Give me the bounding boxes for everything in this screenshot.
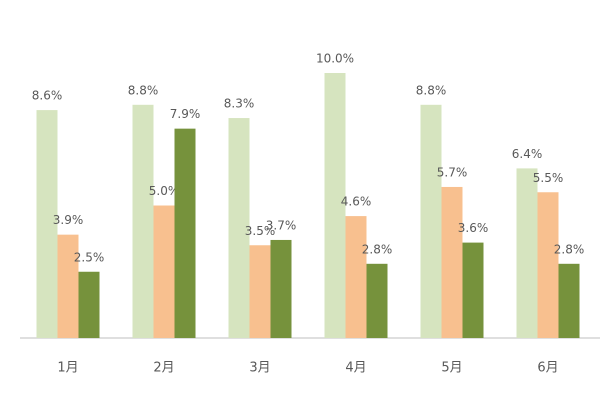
data-label: 8.3% [224,97,255,111]
data-label: 8.6% [32,89,63,103]
bar [153,205,175,338]
bar [516,168,538,338]
bar [462,242,484,338]
data-label: 2.8% [554,242,585,256]
data-label: 3.5% [245,224,276,238]
x-tick-label: 2月 [153,361,174,376]
bar [270,239,292,338]
bar [324,73,346,338]
data-label: 3.7% [266,218,297,232]
x-tick-label: 4月 [345,361,366,376]
bar [36,110,58,338]
data-label: 4.6% [341,195,372,209]
bar [441,186,463,338]
bar [366,263,388,338]
bar [132,104,154,338]
x-tick-label: 5月 [441,361,462,376]
data-label: 5.5% [533,171,564,185]
data-label: 10.0% [316,52,354,66]
data-label: 2.5% [74,250,105,264]
bar [345,216,367,338]
data-label: 7.9% [170,107,201,121]
bar [78,271,100,338]
data-label: 5.0% [149,184,180,198]
x-tick-label: 1月 [57,361,78,376]
data-label: 5.7% [437,165,468,179]
x-tick-label: 3月 [249,361,270,376]
bar [174,128,196,338]
bar [249,245,271,338]
data-label: 8.8% [128,83,159,97]
x-tick-label: 6月 [537,361,558,376]
data-label: 3.9% [53,213,84,227]
bar [228,118,250,338]
data-label: 2.8% [362,242,393,256]
bar [57,234,79,338]
data-label: 6.4% [512,147,543,161]
bar [537,192,559,338]
data-label: 8.8% [416,83,447,97]
bar [558,263,580,338]
bar [420,104,442,338]
data-label: 3.6% [458,221,489,235]
